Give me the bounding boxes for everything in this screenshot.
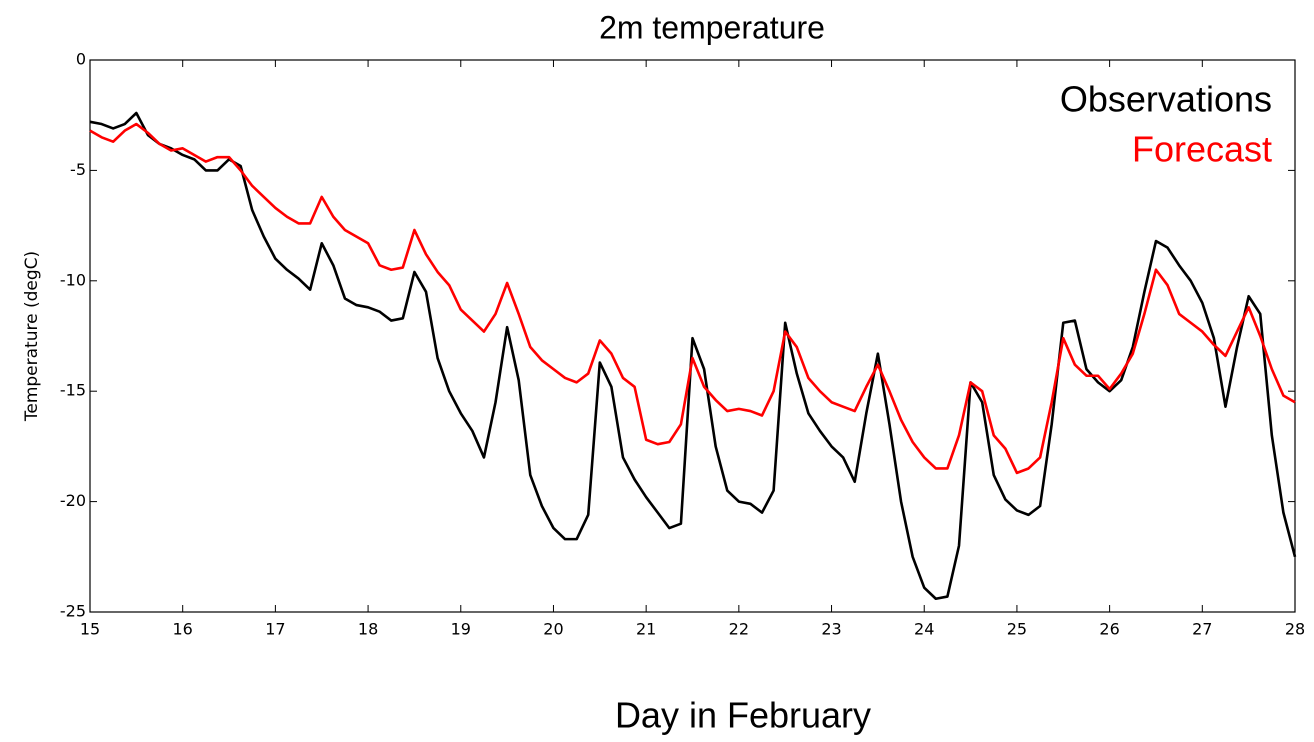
legend-entry: Observations: [1060, 79, 1272, 120]
x-tick-label: 19: [451, 620, 471, 639]
x-tick-label: 27: [1192, 620, 1212, 639]
x-tick-label: 22: [729, 620, 749, 639]
y-axis-label: Temperature (degC): [22, 251, 42, 422]
x-tick-label: 23: [821, 620, 841, 639]
y-tick-label: -10: [60, 270, 86, 289]
x-axis-label: Day in February: [615, 695, 871, 736]
plot-frame: [89, 59, 1296, 613]
x-tick-label: 24: [914, 620, 934, 639]
x-tick-label: 17: [265, 620, 285, 639]
x-tick-label: 18: [358, 620, 378, 639]
y-tick-label: -15: [60, 381, 86, 400]
series-line: [89, 111, 1297, 601]
y-tick-label: 0: [76, 50, 86, 69]
x-tick-label: 20: [543, 620, 563, 639]
y-tick-label: -5: [70, 160, 86, 179]
x-tick-label: 28: [1285, 620, 1305, 639]
y-tick-label: -25: [60, 602, 86, 621]
series-line: [89, 122, 1296, 475]
y-tick-label: -20: [60, 491, 86, 510]
legend-entry: Forecast: [1132, 129, 1272, 170]
x-tick-label: 26: [1099, 620, 1119, 639]
x-tick-label: 21: [636, 620, 656, 639]
x-tick-label: 25: [1007, 620, 1027, 639]
x-tick-label: 15: [80, 620, 100, 639]
chart-title: 2m temperature: [599, 9, 825, 45]
x-tick-label: 16: [173, 620, 193, 639]
